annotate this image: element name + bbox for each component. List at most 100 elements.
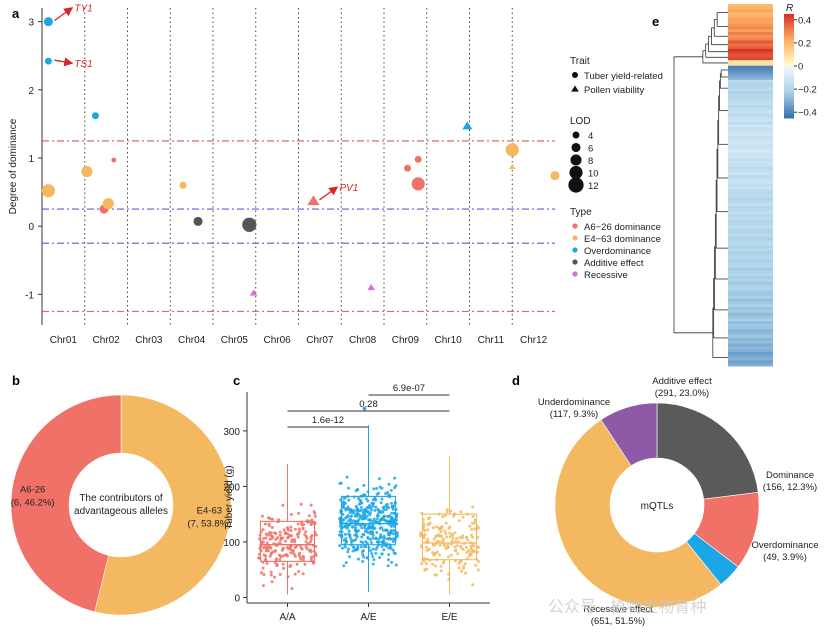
y-tick-label: 200 bbox=[223, 482, 240, 493]
data-point bbox=[364, 544, 368, 548]
data-point bbox=[359, 523, 363, 527]
heatmap-cell bbox=[728, 147, 773, 151]
data-point bbox=[360, 535, 364, 539]
donut-slice bbox=[554, 419, 722, 608]
data-point bbox=[345, 540, 349, 544]
heatmap-cell bbox=[728, 105, 773, 109]
data-point bbox=[310, 521, 314, 525]
data-point bbox=[357, 517, 361, 521]
heatmap-cell bbox=[728, 211, 773, 215]
data-point bbox=[438, 543, 442, 547]
panel-e-heatmap: R 0.4 0.2 0 −0.2 −0.4 bbox=[673, 3, 817, 367]
colorbar-step bbox=[784, 84, 794, 88]
data-point bbox=[293, 546, 297, 550]
data-point bbox=[471, 505, 475, 509]
data-point bbox=[313, 511, 317, 515]
heatmap-cell bbox=[728, 88, 773, 92]
data-point bbox=[431, 562, 435, 566]
data-point bbox=[371, 520, 375, 524]
data-point bbox=[550, 171, 560, 181]
data-point bbox=[456, 540, 460, 544]
heatmap-cell bbox=[728, 116, 773, 120]
legend-type-marker bbox=[572, 247, 578, 253]
data-point bbox=[309, 537, 313, 541]
data-point bbox=[469, 544, 473, 548]
donut-slice bbox=[10, 394, 122, 613]
colorbar-step bbox=[784, 63, 794, 67]
data-point bbox=[386, 564, 390, 568]
data-point bbox=[344, 516, 348, 520]
legend-lod-label: 8 bbox=[588, 156, 593, 167]
colorbar-step bbox=[784, 81, 794, 85]
data-point bbox=[347, 529, 351, 533]
data-point bbox=[461, 515, 465, 519]
colorbar-step bbox=[784, 24, 794, 28]
data-point bbox=[296, 522, 300, 526]
data-point bbox=[373, 497, 377, 501]
data-point bbox=[282, 566, 286, 570]
data-point bbox=[266, 516, 270, 520]
data-point bbox=[356, 496, 360, 500]
data-point bbox=[444, 521, 448, 525]
annotation-arrow bbox=[319, 186, 339, 201]
data-point bbox=[382, 548, 386, 552]
data-point bbox=[305, 536, 309, 540]
data-point bbox=[394, 484, 398, 488]
legend-lod-marker bbox=[568, 177, 584, 193]
data-point bbox=[436, 533, 440, 537]
heatmap-cell bbox=[728, 315, 773, 319]
data-point bbox=[443, 513, 447, 517]
heatmap-cell bbox=[728, 259, 773, 263]
data-point bbox=[423, 529, 427, 533]
annotation-arrow bbox=[54, 57, 74, 67]
heatmap-cell bbox=[728, 217, 773, 221]
data-point bbox=[390, 511, 394, 515]
data-point bbox=[393, 476, 397, 480]
data-point bbox=[389, 537, 393, 541]
heatmap-cell bbox=[728, 234, 773, 238]
heatmap-cell bbox=[728, 65, 773, 69]
x-tick-label: Chr05 bbox=[221, 335, 249, 346]
data-point bbox=[309, 555, 313, 559]
heatmap-cell bbox=[728, 222, 773, 227]
legend-lod-marker bbox=[572, 131, 580, 139]
data-point bbox=[291, 550, 295, 554]
data-point bbox=[455, 544, 459, 548]
heatmap-cell bbox=[728, 318, 773, 322]
data-point bbox=[91, 112, 99, 120]
heatmap-cell bbox=[728, 96, 773, 100]
data-point bbox=[301, 572, 305, 576]
data-point bbox=[457, 519, 461, 523]
heatmap-cell bbox=[728, 20, 773, 25]
data-point bbox=[437, 527, 441, 531]
p-value-label: 6.9e-07 bbox=[393, 383, 425, 394]
colorbar-tick-label: 0.4 bbox=[798, 15, 811, 26]
x-tick-label: Chr12 bbox=[520, 335, 548, 346]
donut-slice bbox=[656, 402, 759, 500]
data-point bbox=[470, 527, 474, 531]
heatmap-cell bbox=[728, 357, 773, 361]
x-tick-label: Chr02 bbox=[93, 335, 121, 346]
data-point bbox=[359, 545, 363, 549]
heatmap-cell bbox=[728, 304, 773, 308]
data-point bbox=[44, 57, 52, 65]
data-point bbox=[476, 545, 480, 549]
heatmap-cell bbox=[728, 74, 773, 78]
data-point bbox=[289, 512, 293, 516]
data-point bbox=[179, 181, 187, 189]
colorbar-step bbox=[784, 107, 794, 111]
slice-value-label: (156, 12.3%) bbox=[763, 482, 817, 493]
data-point bbox=[386, 558, 390, 562]
heatmap-cell bbox=[728, 158, 773, 162]
colorbar-step bbox=[784, 86, 794, 90]
data-point bbox=[389, 531, 393, 535]
data-point bbox=[386, 537, 390, 541]
data-point bbox=[467, 548, 471, 552]
data-point bbox=[266, 549, 270, 553]
data-point bbox=[359, 540, 363, 544]
data-point bbox=[284, 539, 288, 543]
heatmap-cell bbox=[728, 239, 773, 243]
colorbar-step bbox=[784, 79, 794, 83]
data-point bbox=[280, 548, 284, 552]
data-point bbox=[451, 537, 455, 541]
